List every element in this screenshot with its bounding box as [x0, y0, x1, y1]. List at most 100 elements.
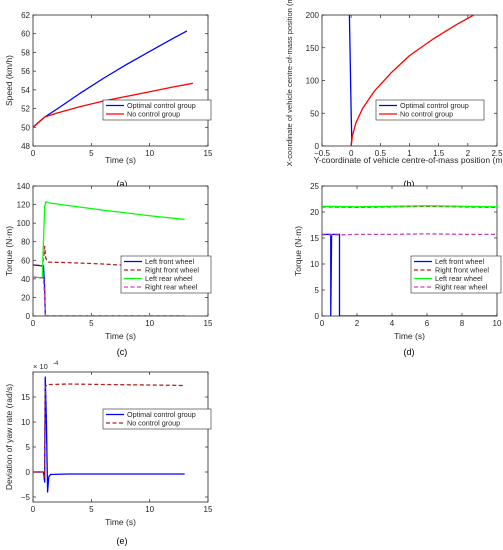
y-tick-label: 80 — [21, 238, 30, 247]
x-tick-label: 2 — [355, 319, 360, 328]
series-line-4 — [33, 276, 185, 316]
legend-entry: Optimal control group — [127, 410, 196, 419]
legend-entry: Left front wheel — [145, 257, 195, 266]
legend-entry: Right rear wheel — [145, 283, 198, 292]
x-axis-label: Time (s) — [394, 331, 425, 341]
legend-entry: Optimal control group — [400, 101, 469, 110]
plot-area — [32, 185, 209, 317]
y-tick-label: 10 — [310, 260, 319, 269]
y-tick-label: 60 — [21, 256, 30, 265]
y-tick-label: 50 — [310, 109, 319, 118]
series-line-2 — [33, 383, 185, 478]
panel-label: (d) — [404, 347, 415, 357]
y-tick-label: 15 — [310, 234, 319, 243]
y-tick-label: 200 — [306, 11, 320, 20]
x-tick-label: 1 — [407, 149, 412, 158]
legend-entry: Left rear wheel — [145, 274, 193, 283]
x-axis-label: Time (s) — [105, 331, 136, 341]
x-tick-label: 5 — [89, 149, 94, 158]
panel-label: (b) — [404, 179, 415, 189]
y-tick-label: 58 — [21, 48, 30, 57]
y-tick-label: 40 — [21, 275, 30, 284]
x-tick-label: 10 — [145, 149, 154, 158]
x-tick-label: −0.5 — [314, 149, 330, 158]
y-axis-label: Speed (km/h) — [4, 55, 14, 106]
y-tick-label: 20 — [21, 293, 30, 302]
chart-panel-3: 0 5 10 15 0 20 40 60 80 100 120 140 Time (s) Torque (… — [4, 182, 213, 357]
y-tick-label: 62 — [21, 11, 30, 20]
x-tick-label: 0 — [31, 319, 36, 328]
plot-area — [321, 14, 498, 147]
y-tick-label: 150 — [306, 44, 320, 53]
y-tick-label: 120 — [17, 201, 31, 210]
legend-entry: Left rear wheel — [435, 274, 483, 283]
y-tick-label: 0 — [26, 312, 31, 321]
y-tick-label: 5 — [315, 286, 320, 295]
panel-label: (e) — [117, 536, 128, 546]
y-tick-label: 100 — [17, 219, 31, 228]
x-tick-label: 5 — [89, 505, 94, 514]
x-tick-label: 4 — [390, 319, 395, 328]
x-tick-label: 5 — [89, 319, 94, 328]
x-tick-label: 2.5 — [491, 149, 503, 158]
plot-area — [32, 371, 209, 503]
x-tick-label: 6 — [425, 319, 430, 328]
y-tick-label: 50 — [21, 123, 30, 132]
chart-panel-4: 0 2 4 6 8 10 0 5 10 15 20 25 Time (s) Torque (N·m) Lef… — [293, 182, 502, 357]
x-tick-label: 0 — [31, 505, 36, 514]
y-tick-label: 0 — [26, 468, 31, 477]
legend-entry: Right front wheel — [435, 266, 489, 275]
x-tick-label: 10 — [145, 505, 154, 514]
series-line-1 — [33, 376, 185, 493]
y-tick-label: 140 — [17, 182, 31, 191]
x-tick-label: 2 — [466, 149, 471, 158]
legend-entry: No control group — [400, 110, 453, 119]
y-tick-label: 10 — [21, 418, 30, 427]
y-axis-label: X-coordinate of vehicle centre-of-mass p… — [285, 0, 294, 166]
y-tick-label: 15 — [21, 393, 30, 402]
series-line-3 — [33, 201, 185, 279]
x-tick-label: 0 — [349, 149, 354, 158]
y-tick-label: 25 — [310, 182, 319, 191]
chart-panel-1: 0 5 10 15 48 50 52 54 56 58 60 62 Time (s) Speed (km/… — [4, 11, 213, 189]
y-tick-label: 48 — [21, 142, 30, 151]
x-axis-label: Y-coordinate of vehicle centre-of-mass p… — [314, 155, 503, 165]
panel-label: (a) — [117, 179, 128, 189]
x-tick-label: 0 — [320, 319, 325, 328]
x-tick-label: 0 — [31, 149, 36, 158]
x-tick-label: 10 — [493, 319, 502, 328]
x-tick-label: 10 — [145, 319, 154, 328]
series-line-3 — [322, 205, 497, 208]
x-axis-label: Time (s) — [105, 517, 136, 527]
legend-entry: Right rear wheel — [435, 283, 488, 292]
series-line-4 — [322, 233, 497, 236]
legend-entry: No control group — [127, 110, 180, 119]
y-tick-label: 54 — [21, 86, 30, 95]
legend-entry: Right front wheel — [145, 266, 199, 275]
legend-entry: Left front wheel — [435, 257, 485, 266]
x-tick-label: 15 — [204, 319, 213, 328]
y-tick-label: 60 — [21, 30, 30, 39]
y-tick-label: 52 — [21, 105, 30, 114]
plot-area — [32, 14, 209, 147]
x-tick-label: 1.5 — [433, 149, 445, 158]
series-line-1 — [33, 30, 188, 128]
y-tick-label: 0 — [315, 312, 320, 321]
y-tick-label: 100 — [306, 77, 320, 86]
y-axis-label: Torque (N·m) — [4, 226, 14, 276]
legend-entry: Optimal control group — [127, 101, 196, 110]
x-tick-label: 0.5 — [375, 149, 387, 158]
y-multiplier: × 10 — [33, 362, 48, 371]
chart-panel-2: −0.5 0 0.5 1 1.5 2 2.5050100150200Y-coordinate… — [285, 0, 503, 189]
y-tick-label: 0 — [315, 142, 320, 151]
x-tick-label: 15 — [204, 505, 213, 514]
y-tick-label: −5 — [21, 493, 31, 502]
series-line-2 — [350, 15, 474, 146]
x-tick-label: 8 — [460, 319, 465, 328]
